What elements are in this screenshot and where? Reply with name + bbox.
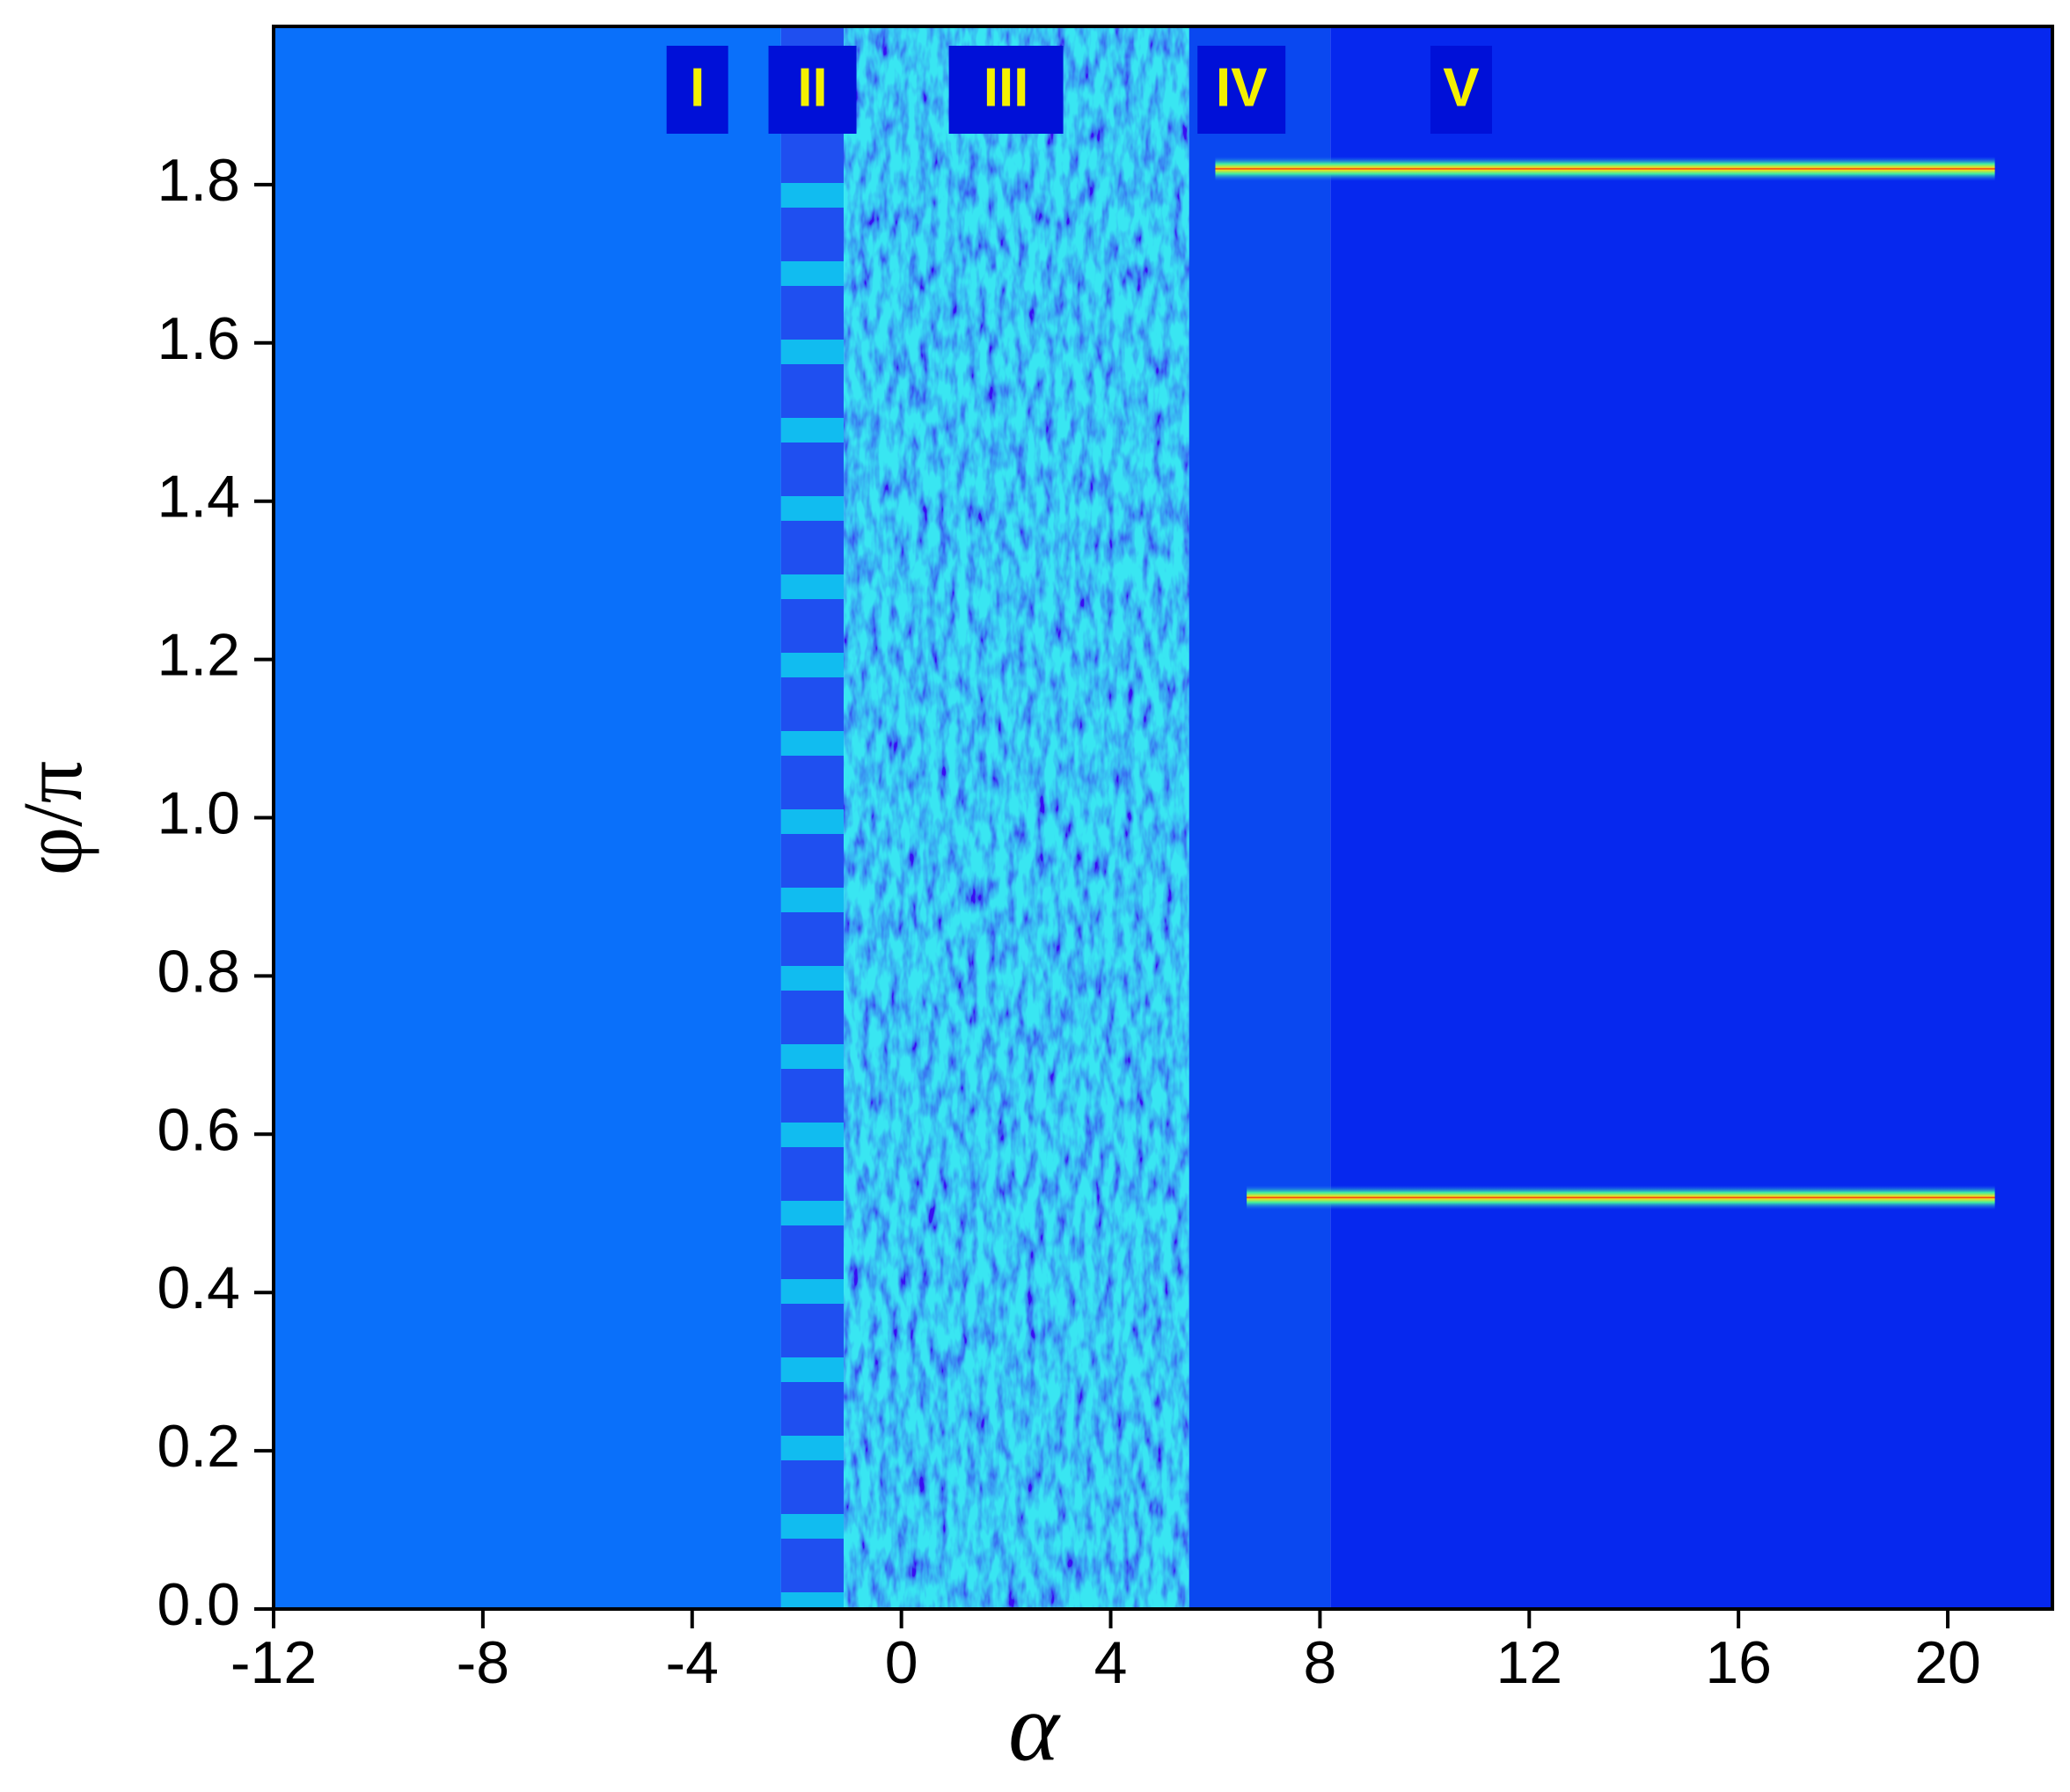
region-label: I [690,57,705,118]
ridge [1247,1185,1995,1211]
x-axis-label: α [1008,1673,1061,1781]
x-tick-label: -12 [230,1629,317,1696]
x-tick-label: 4 [1094,1629,1128,1696]
region-band [274,26,781,1609]
y-tick-label: 1.0 [157,779,240,846]
y-tick-label: 0.2 [157,1413,240,1480]
y-tick-label: 0.0 [157,1571,240,1638]
region-band [1330,26,2052,1609]
x-tick-label: -8 [457,1629,509,1696]
region-label-box [948,46,1064,134]
region-label-box [768,46,857,134]
region-label: V [1443,57,1479,118]
region-label-box [1197,46,1286,134]
x-tick-label: 8 [1303,1629,1336,1696]
x-tick-label: 20 [1914,1629,1981,1696]
region-label: II [797,57,827,118]
y-tick-label: 1.8 [157,147,240,214]
region-label-box [1430,46,1492,134]
ridge [1215,156,1995,181]
y-tick-label: 0.4 [157,1254,240,1321]
y-tick-label: 1.6 [157,305,240,372]
y-tick-label: 0.6 [157,1096,240,1163]
x-tick-label: 12 [1496,1629,1562,1696]
x-tick-label: 16 [1705,1629,1772,1696]
x-tick-label: -4 [666,1629,719,1696]
y-axis-label: φ/π [5,761,99,876]
region-label-box [666,46,728,134]
heatmap [274,26,2052,1609]
region-label: III [984,57,1029,118]
region-stripes [780,123,845,1609]
region-label: IV [1216,57,1268,118]
y-tick-label: 1.4 [157,464,240,530]
region-noise [844,26,1189,1609]
x-tick-label: 0 [885,1629,918,1696]
y-tick-label: 1.2 [157,622,240,689]
y-tick-label: 0.8 [157,938,240,1005]
region-band [1189,26,1331,1609]
